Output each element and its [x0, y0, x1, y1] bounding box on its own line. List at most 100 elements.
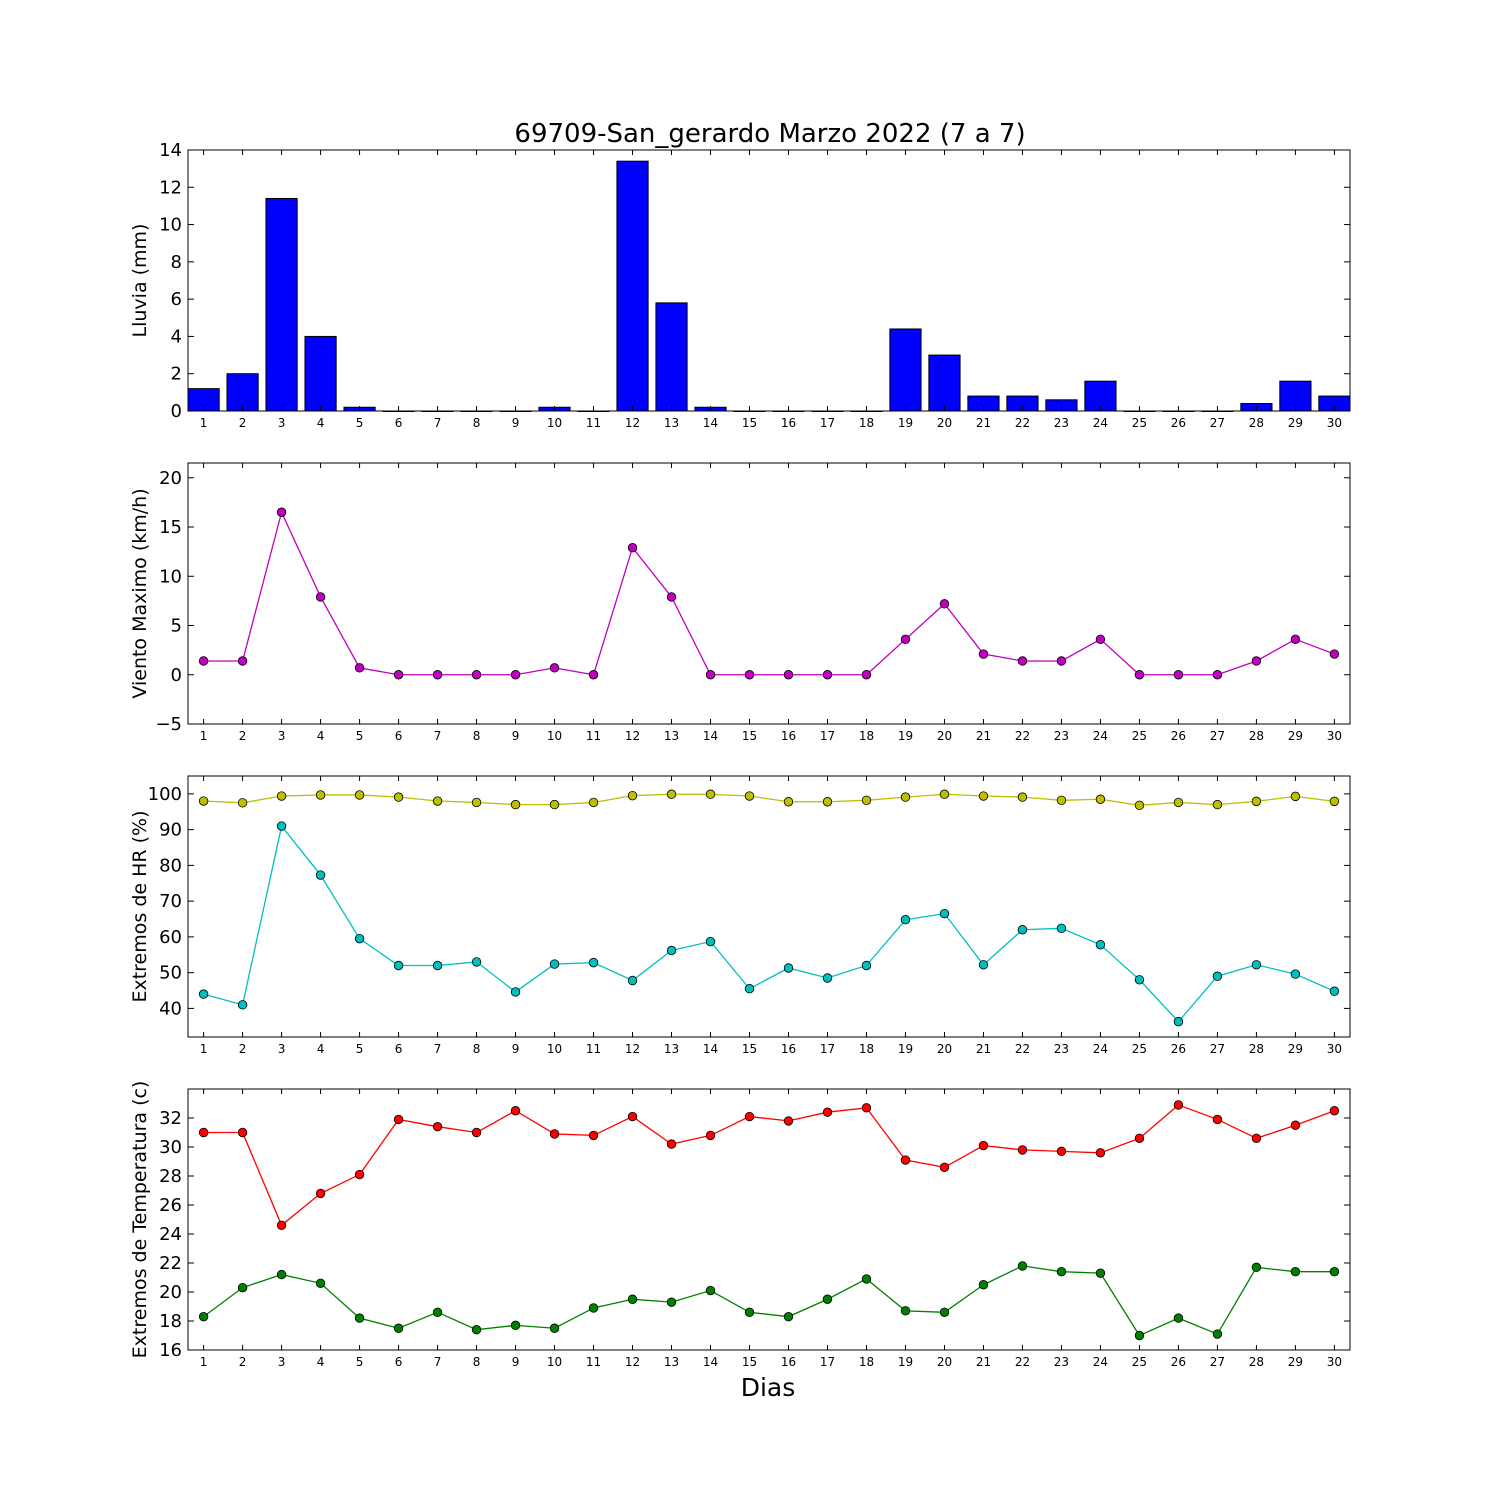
humidity-series-2-point [978, 960, 989, 970]
x-tick-label: 23 [1054, 416, 1069, 430]
temperature-panel: 1 2 3 4 5 6 7 8 9 10 11 12 13 14 15 16 17 18 19 20 21 22 23 24 2… [129, 1081, 1351, 1369]
wind-series-1-point [432, 670, 443, 680]
x-tick-label: 17 [820, 416, 835, 430]
humidity-series-1-point [315, 790, 326, 800]
y-tick-label: 6 [171, 289, 182, 310]
x-tick-label: 2 [239, 416, 247, 430]
humidity-series-1-point [627, 790, 638, 801]
temperature-series-2-point [900, 1306, 911, 1316]
x-tick-label: 10 [547, 1042, 562, 1056]
x-tick-label: 28 [1249, 1355, 1264, 1369]
humidity-series-1-point [939, 789, 950, 799]
x-tick-label: 15 [742, 1355, 757, 1369]
humidity-series-1-point [588, 797, 599, 808]
x-tick-label: 26 [1171, 729, 1186, 743]
humidity-series-1-point [822, 797, 833, 807]
x-tick-label: 16 [781, 416, 796, 430]
temperature-series-1-point [666, 1139, 677, 1149]
rain-bar [226, 373, 259, 412]
x-tick-label: 20 [937, 1042, 952, 1056]
x-tick-label: 9 [512, 729, 520, 743]
temperature-series-1-point [198, 1127, 209, 1138]
wind-series-1-line [203, 510, 1335, 676]
y-tick-label: 40 [159, 998, 182, 1019]
wind-series-1-point [1134, 670, 1145, 680]
temperature-series-2-point [978, 1280, 989, 1290]
y-tick-label: 14 [159, 140, 182, 161]
x-tick-label: 28 [1249, 729, 1264, 743]
temperature-series-2-point [1017, 1261, 1028, 1271]
humidity-series-2-point [1212, 971, 1223, 981]
humidity-series-2-point [1329, 986, 1340, 996]
temperature-series-1-point [1251, 1133, 1262, 1144]
y-tick-label: 18 [159, 1311, 182, 1332]
wind-plot-frame [187, 462, 1351, 725]
temperature-series-1-point [315, 1188, 326, 1199]
x-tick-label: 24 [1093, 1355, 1108, 1369]
temperature-series-1-point [393, 1114, 404, 1125]
temperature-series-1-point [432, 1121, 443, 1132]
temperature-series-1-point [276, 1220, 287, 1231]
y-tick-label: 90 [159, 820, 182, 841]
x-tick-label: 21 [976, 416, 991, 430]
humidity-series-2-point [939, 908, 950, 919]
x-tick-label: 23 [1054, 1042, 1069, 1056]
y-tick-label: 80 [159, 855, 182, 876]
x-tick-label: 24 [1093, 729, 1108, 743]
figure-title: 69709-San_gerardo Marzo 2022 (7 a 7) [514, 119, 1025, 149]
x-tick-label: 30 [1327, 416, 1342, 430]
temperature-series-2-point [705, 1285, 716, 1296]
wind-series-1-point [1290, 634, 1301, 644]
x-tick-label: 14 [703, 416, 718, 430]
x-axis-label: Dias [741, 1373, 796, 1402]
temperature-series-1-point [744, 1111, 755, 1122]
x-tick-label: 1 [200, 1355, 208, 1369]
temperature-series-2-point [237, 1282, 248, 1293]
temperature-series-2-point [1329, 1266, 1340, 1277]
temperature-series-2-point [588, 1303, 599, 1313]
x-tick-label: 8 [473, 729, 481, 743]
temperature-series-2-point [510, 1320, 521, 1331]
x-tick-label: 19 [898, 1355, 913, 1369]
x-tick-label: 17 [820, 729, 835, 743]
humidity-series-2-point [861, 960, 872, 971]
temperature-series-2-point [783, 1311, 794, 1322]
humidity-series-1-point [666, 789, 677, 799]
rain-bar [928, 354, 961, 412]
y-tick-label: 10 [159, 215, 182, 236]
humidity-series-1-point [978, 791, 989, 801]
y-tick-label: 24 [159, 1224, 182, 1245]
x-tick-label: 22 [1015, 416, 1030, 430]
x-tick-label: 5 [356, 416, 364, 430]
x-tick-label: 3 [278, 1042, 286, 1056]
wind-series-1-point [237, 656, 248, 666]
x-tick-label: 22 [1015, 1042, 1030, 1056]
temperature-series-2-point [432, 1307, 443, 1318]
y-tick-label: 15 [159, 517, 182, 538]
x-tick-label: 4 [317, 1042, 325, 1056]
temperature-series-2-point [1173, 1313, 1184, 1323]
wind-series-1-point [393, 670, 404, 680]
wind-series-1-point [666, 592, 677, 602]
wind-series-1-point [822, 670, 833, 680]
x-tick-label: 7 [434, 729, 442, 743]
x-tick-label: 27 [1210, 1355, 1225, 1369]
x-tick-label: 16 [781, 1355, 796, 1369]
x-tick-label: 5 [356, 729, 364, 743]
humidity-series-2-point [1095, 940, 1106, 950]
x-tick-label: 14 [703, 1355, 718, 1369]
y-tick-label: 2 [171, 364, 182, 385]
temperature-plot-frame [187, 1088, 1351, 1351]
x-tick-label: 28 [1249, 1042, 1264, 1056]
y-tick-label: 20 [159, 468, 182, 489]
x-tick-label: 9 [512, 1042, 520, 1056]
wind-series-1-point [705, 670, 716, 680]
humidity-series-2-point [783, 963, 794, 973]
humidity-series-1-point [744, 791, 755, 801]
temperature-series-1-point [1329, 1106, 1340, 1116]
x-tick-label: 7 [434, 1042, 442, 1056]
y-tick-label: 8 [171, 252, 182, 273]
humidity-series-1-point [198, 796, 209, 806]
rain-panel: 1 2 3 4 5 6 7 8 9 10 11 12 13 14 15 16 17 18 19 20 21 22 23 24 2… [129, 140, 1351, 430]
x-tick-label: 26 [1171, 416, 1186, 430]
